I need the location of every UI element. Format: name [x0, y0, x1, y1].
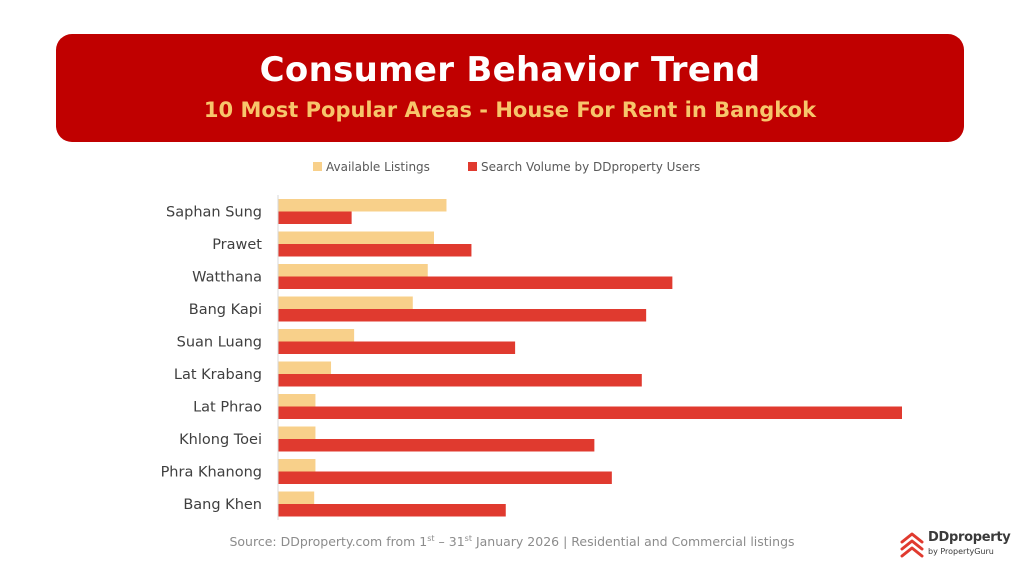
page-title: Consumer Behavior Trend	[259, 50, 761, 90]
bar-0-0	[278, 199, 447, 212]
ddproperty-logo: DDproperty by PropertyGuru	[900, 528, 1011, 562]
bar-0-8	[278, 459, 316, 472]
title-banner: Consumer Behavior Trend 10 Most Popular …	[56, 34, 964, 142]
bar-0-9	[278, 491, 315, 504]
bar-1-0	[278, 211, 352, 224]
category-label-4: Suan Luang	[177, 335, 262, 351]
category-label-7: Khlong Toei	[179, 432, 262, 448]
legend-swatch-0	[313, 162, 322, 171]
category-label-6: Lat Phrao	[193, 400, 262, 416]
bar-1-6	[278, 406, 902, 419]
bar-1-2	[278, 276, 673, 289]
house-stack-icon	[900, 532, 924, 558]
category-label-0: Saphan Sung	[166, 205, 262, 221]
bar-1-3	[278, 309, 647, 322]
legend-label-0: Available Listings	[326, 160, 430, 174]
bar-0-6	[278, 394, 316, 407]
category-label-5: Lat Krabang	[174, 367, 262, 383]
bar-1-8	[278, 471, 612, 484]
bar-0-4	[278, 329, 355, 342]
category-label-1: Prawet	[212, 237, 262, 253]
legend-label-1: Search Volume by DDproperty Users	[481, 160, 700, 174]
bar-0-5	[278, 361, 332, 374]
category-label-3: Bang Kapi	[189, 302, 262, 318]
logo-name: DDproperty	[928, 530, 1011, 545]
source-note: Source: DDproperty.com from 1st – 31st J…	[229, 534, 795, 550]
bar-0-7	[278, 426, 316, 439]
page-subtitle: 10 Most Popular Areas - House For Rent i…	[203, 98, 817, 122]
bar-1-1	[278, 244, 472, 257]
category-label-9: Bang Khen	[183, 497, 262, 513]
category-label-2: Watthana	[192, 270, 262, 286]
bar-1-9	[278, 504, 506, 517]
bar-0-2	[278, 264, 428, 277]
bar-0-1	[278, 231, 434, 244]
bar-0-3	[278, 296, 413, 309]
legend-swatch-1	[468, 162, 477, 171]
bar-1-5	[278, 374, 642, 387]
logo-tagline: by PropertyGuru	[928, 547, 994, 556]
category-label-8: Phra Khanong	[161, 465, 262, 481]
bar-1-7	[278, 439, 595, 452]
bar-1-4	[278, 341, 516, 354]
